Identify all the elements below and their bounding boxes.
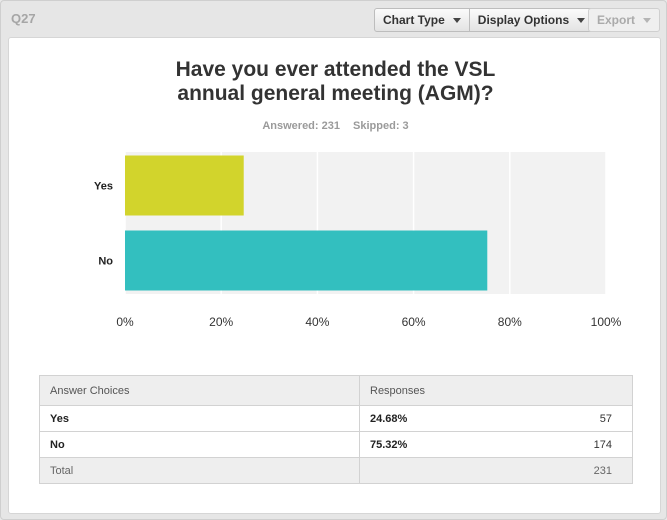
export-button[interactable]: Export bbox=[588, 8, 661, 32]
export-label: Export bbox=[597, 13, 636, 27]
table-row: Yes 24.68% 57 bbox=[39, 405, 633, 432]
total-count: 231 bbox=[489, 457, 633, 484]
response-stats: Answered: 231 Skipped: 3 bbox=[9, 120, 662, 132]
count-cell: 174 bbox=[489, 431, 633, 458]
table-header-row: Answer Choices Responses bbox=[39, 375, 633, 406]
total-label: Total bbox=[39, 457, 360, 484]
header-responses: Responses bbox=[359, 375, 633, 406]
display-options-label: Display Options bbox=[477, 13, 570, 27]
choice-cell: Yes bbox=[39, 405, 360, 432]
result-panel: Have you ever attended the VSL annual ge… bbox=[8, 37, 661, 514]
x-tick-label: 80% bbox=[498, 315, 522, 329]
question-number: Q27 bbox=[11, 11, 36, 26]
category-label: Yes bbox=[94, 181, 113, 193]
chevron-down-icon bbox=[452, 17, 461, 23]
bar-no[interactable] bbox=[125, 230, 488, 291]
answered-count: Answered: 231 bbox=[262, 120, 340, 132]
x-tick-label: 60% bbox=[402, 315, 426, 329]
choice-cell: No bbox=[39, 431, 360, 458]
chart-title: Have you ever attended the VSL annual ge… bbox=[175, 58, 496, 105]
bar-chart: Yes No 0% 20% 40% 60% 80% 100% bbox=[94, 152, 622, 329]
total-spacer bbox=[359, 457, 490, 484]
results-table: Answer Choices Responses Yes 24.68% 57 N… bbox=[39, 375, 633, 484]
chart-type-label: Chart Type bbox=[383, 13, 445, 27]
total-row: Total 231 bbox=[39, 457, 633, 484]
x-tick-label: 40% bbox=[305, 315, 329, 329]
chart-type-button[interactable]: Chart Type bbox=[374, 8, 470, 32]
count-cell: 57 bbox=[489, 405, 633, 432]
category-label: No bbox=[98, 256, 113, 268]
display-options-button[interactable]: Display Options bbox=[469, 8, 595, 32]
x-tick-label: 20% bbox=[209, 315, 233, 329]
x-tick-label: 0% bbox=[116, 315, 134, 329]
x-tick-label: 100% bbox=[591, 315, 622, 329]
chevron-down-icon bbox=[643, 17, 652, 23]
table-row: No 75.32% 174 bbox=[39, 431, 633, 458]
chart-controls: Chart Type Display Options bbox=[374, 8, 595, 32]
percent-cell: 75.32% bbox=[359, 431, 490, 458]
header-answer-choices: Answer Choices bbox=[39, 375, 360, 406]
bar-yes[interactable] bbox=[125, 155, 244, 216]
skipped-count: Skipped: 3 bbox=[353, 120, 409, 132]
chevron-down-icon bbox=[577, 17, 586, 23]
percent-cell: 24.68% bbox=[359, 405, 490, 432]
